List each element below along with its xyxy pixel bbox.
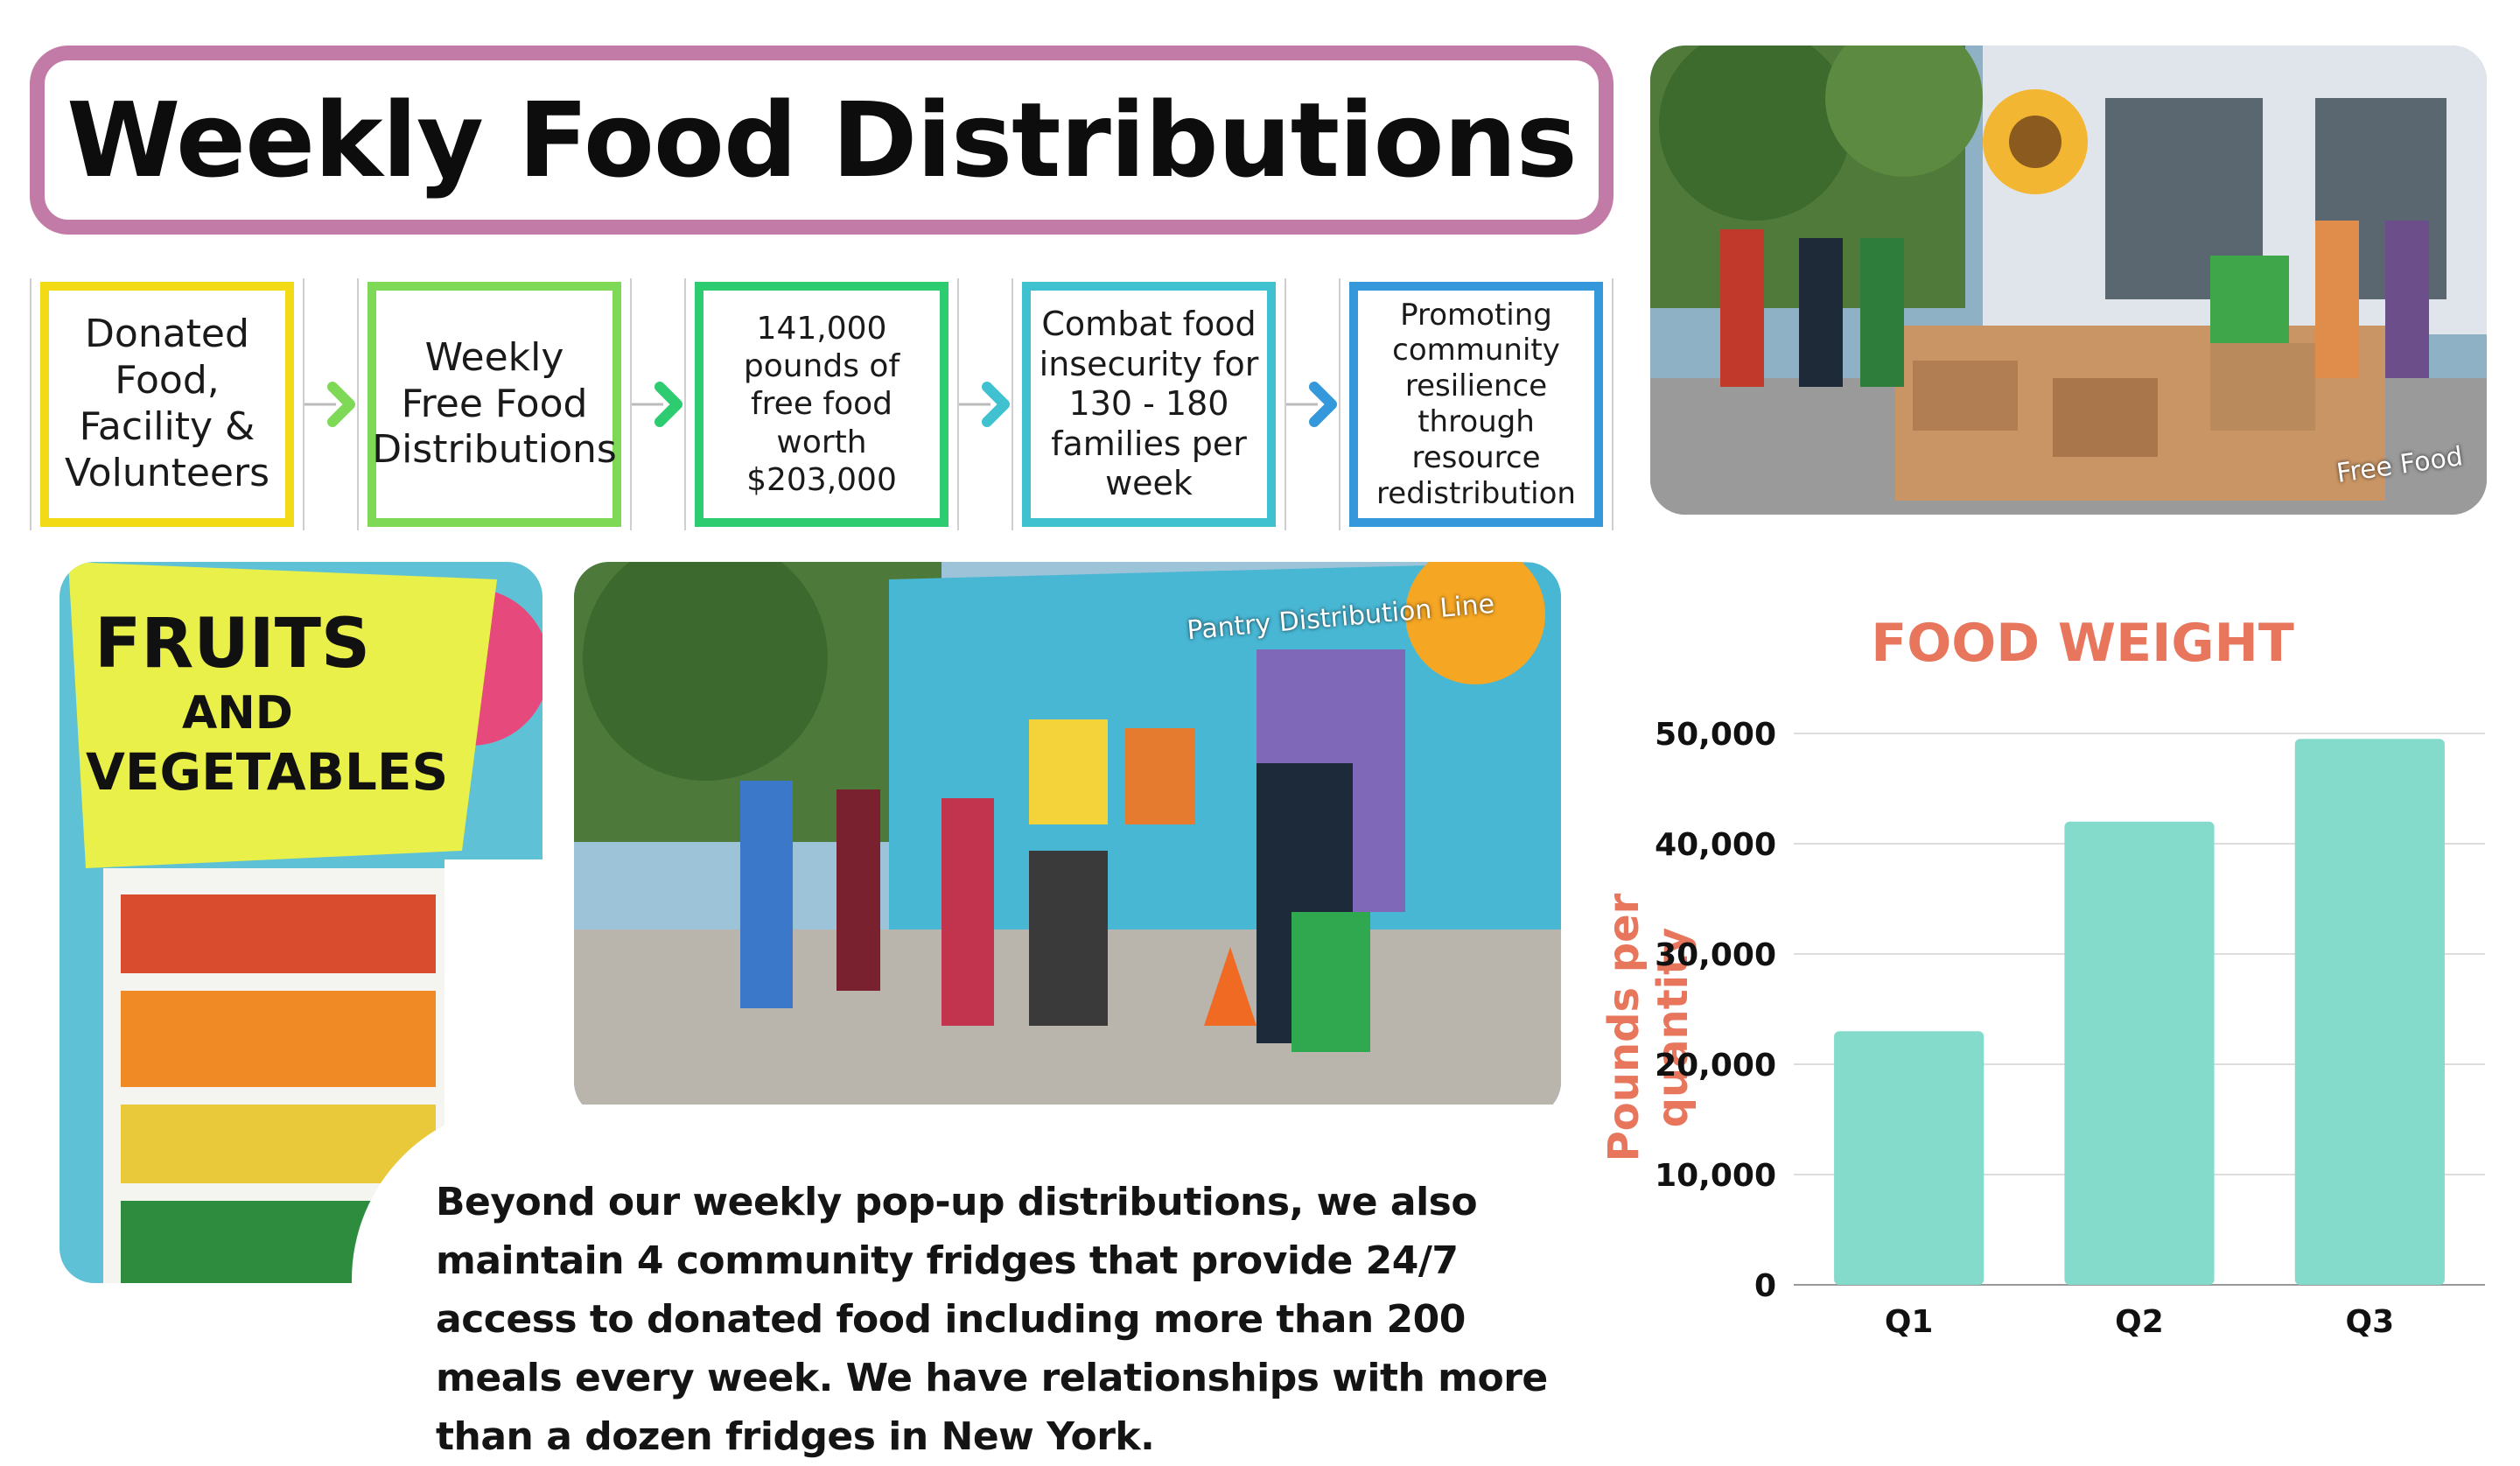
flow-step-1: Donated Food, Facility & Volunteers xyxy=(40,282,294,527)
chevron-right-icon xyxy=(1286,382,1337,427)
flow-step-2: Weekly Free Food Distributions xyxy=(368,282,621,527)
pantry-line-photo: Pantry Distribution Line xyxy=(574,562,1561,1117)
bar-q3 xyxy=(2294,739,2445,1285)
x-tick-label: Q3 xyxy=(2346,1304,2395,1340)
x-tick-label: Q1 xyxy=(1885,1304,1934,1340)
flow-step-4: Combat food insecurity for 130 - 180 fam… xyxy=(1022,282,1276,527)
y-tick-label: 0 xyxy=(1754,1268,1776,1304)
blurb-background xyxy=(352,1105,1594,1437)
flow-step-3: 141,000 pounds of free food worth $203,0… xyxy=(695,282,948,527)
bar-q2 xyxy=(2064,821,2215,1285)
volunteers-photo: Free Food xyxy=(1650,46,2487,515)
flow-step-frame xyxy=(30,278,304,530)
food-weight-bar-chart: 0 10,000 20,000 30,000 40,000 50,000 Q1 Q2 Q3 xyxy=(1655,717,2485,1340)
page-title: Weekly Food Distributions xyxy=(66,80,1578,200)
bar-q1 xyxy=(1834,1031,1984,1285)
community-fridges-description: Beyond our weekly pop-up distributions, … xyxy=(436,1180,1548,1459)
y-tick-label: 50,000 xyxy=(1655,717,1776,753)
flow-step-frame xyxy=(684,278,959,530)
chevron-right-icon xyxy=(632,382,682,427)
chart-title: FOOD WEIGHT xyxy=(1871,613,2294,674)
flow-step-frame xyxy=(1012,278,1286,530)
y-tick-label: 10,000 xyxy=(1655,1158,1776,1194)
flow-step-frame xyxy=(1339,278,1614,530)
fridge-sign-line2: AND xyxy=(182,687,293,740)
flow-step-frame xyxy=(357,278,632,530)
flow-step-5: Promoting community resilience through r… xyxy=(1349,282,1603,527)
y-tick-label: 30,000 xyxy=(1655,937,1776,973)
fridge-sign-line1: FRUITS xyxy=(94,605,370,684)
x-tick-label: Q2 xyxy=(2115,1304,2164,1340)
title-banner: Weekly Food Distributions xyxy=(30,46,1614,235)
y-tick-label: 20,000 xyxy=(1655,1048,1776,1084)
y-tick-label: 40,000 xyxy=(1655,827,1776,863)
fridge-sign-line3: VEGETABLES xyxy=(86,742,448,802)
chevron-right-icon xyxy=(959,382,1010,427)
chevron-right-icon xyxy=(304,382,355,427)
